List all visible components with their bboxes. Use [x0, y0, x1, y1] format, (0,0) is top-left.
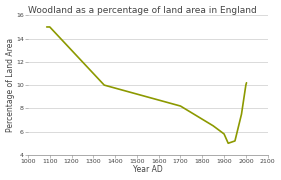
Text: Woodland as a percentage of land area in England: Woodland as a percentage of land area in…	[28, 6, 257, 15]
Y-axis label: Percentage of Land Area: Percentage of Land Area	[6, 38, 15, 132]
X-axis label: Year AD: Year AD	[133, 165, 163, 174]
